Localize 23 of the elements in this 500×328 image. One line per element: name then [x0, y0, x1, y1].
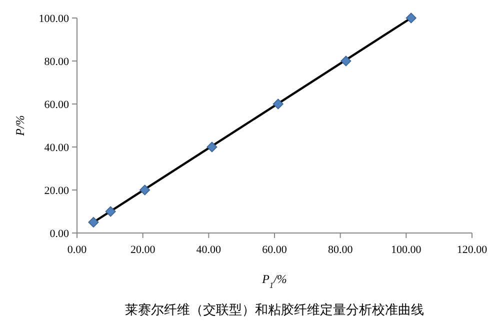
- x-axis-title: P$_{1}$/%: [261, 272, 287, 290]
- x-tick-label: 20.00: [130, 244, 156, 256]
- y-tick-label: 60.00: [44, 99, 70, 111]
- point: [340, 56, 352, 66]
- x-tick-label: 40.00: [196, 244, 222, 256]
- x-tick-label: 60.00: [262, 244, 288, 256]
- x-tick-label: 120.00: [456, 244, 488, 256]
- x-tick-label: 100.00: [391, 244, 422, 256]
- y-tick-label: 40.00: [44, 142, 70, 154]
- y-tick-label: 100.00: [38, 13, 70, 25]
- x-tick-label: 0.00: [67, 244, 88, 256]
- x-tick-label: 80.00: [328, 244, 354, 256]
- point: [406, 12, 416, 24]
- point: [206, 142, 218, 152]
- y-tick-label: 0.00: [50, 228, 70, 240]
- text: 莱赛尔纤维（交联型）和粘胶纤维定量分析校准曲线: [125, 302, 424, 317]
- y-tick-label: 80.00: [44, 56, 70, 68]
- point: [88, 217, 99, 228]
- point: [272, 98, 284, 110]
- point: [105, 206, 116, 217]
- point: [140, 184, 150, 196]
- y-axis-title: P/%: [13, 115, 27, 137]
- y-tick-label: 20.00: [44, 185, 70, 197]
